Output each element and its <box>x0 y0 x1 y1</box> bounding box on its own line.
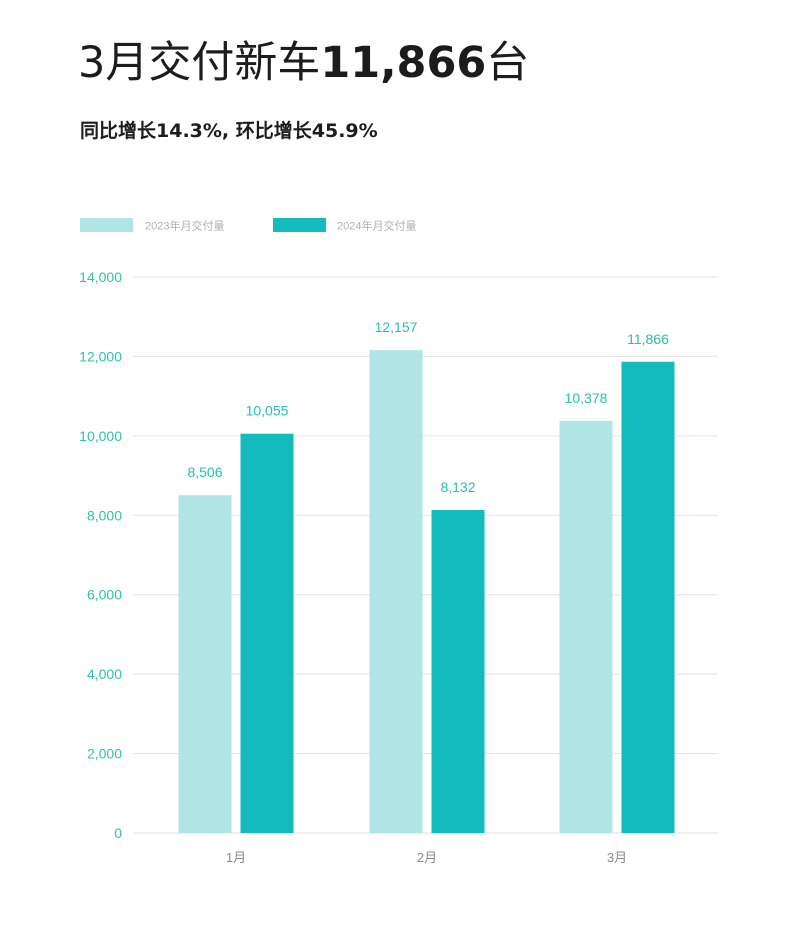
y-tick-label: 0 <box>114 825 122 841</box>
legend-swatch-1 <box>80 218 133 232</box>
legend-label-1: 2023年月交付量 <box>145 219 224 233</box>
growth-subtitle: 同比增长14.3%, 环比增长45.9% <box>80 120 378 142</box>
bar-2023-3 <box>559 420 613 833</box>
data-label: 12,157 <box>375 319 418 335</box>
legend-swatch-2 <box>273 218 326 232</box>
bar-2023-2 <box>369 350 423 833</box>
y-tick-label: 8,000 <box>87 507 122 523</box>
x-category-label: 3月 <box>607 850 627 865</box>
title-number: 11,866 <box>320 38 487 88</box>
y-tick-label: 12,000 <box>79 348 122 364</box>
data-label: 11,866 <box>627 331 669 347</box>
data-label: 8,132 <box>440 479 475 495</box>
y-tick-label: 2,000 <box>87 746 122 762</box>
x-category-label: 1月 <box>226 850 246 865</box>
y-tick-label: 4,000 <box>87 666 122 682</box>
y-tick-label: 14,000 <box>79 269 122 285</box>
legend-label-2: 2024年月交付量 <box>337 219 416 233</box>
title-suffix: 台 <box>486 38 530 88</box>
y-tick-label: 10,000 <box>79 428 122 444</box>
x-category-label: 2月 <box>417 850 437 865</box>
bar-2024-1 <box>240 433 294 833</box>
title-prefix: 3月交付新车 <box>78 38 321 88</box>
data-label: 10,055 <box>246 403 289 419</box>
data-label: 10,378 <box>565 390 608 406</box>
data-label: 8,506 <box>187 464 222 480</box>
y-tick-label: 6,000 <box>87 587 122 603</box>
bar-2024-2 <box>431 510 485 833</box>
bar-2024-3 <box>621 361 675 833</box>
page-title: 3月交付新车11,866台 <box>78 28 529 90</box>
bar-2023-1 <box>178 495 232 833</box>
